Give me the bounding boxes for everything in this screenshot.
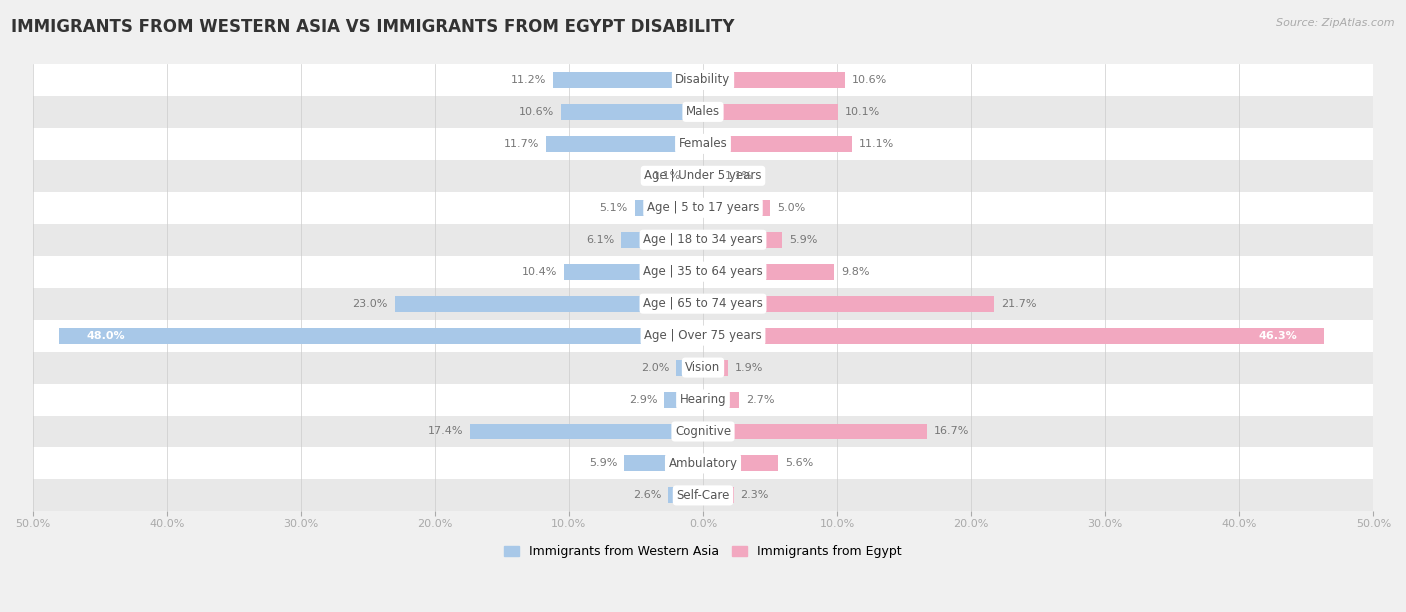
Bar [703,72,845,88]
Text: 9.8%: 9.8% [841,267,869,277]
Bar [703,327,1324,343]
Bar [621,232,703,248]
Bar [546,136,703,152]
Text: 1.1%: 1.1% [654,171,682,181]
Text: Age | Under 5 years: Age | Under 5 years [644,170,762,182]
Bar [59,327,703,343]
Bar [689,168,703,184]
Text: 11.1%: 11.1% [859,139,894,149]
Text: Self-Care: Self-Care [676,489,730,502]
Text: Age | Over 75 years: Age | Over 75 years [644,329,762,342]
Bar [32,192,1374,224]
Bar [668,487,703,504]
Text: 16.7%: 16.7% [934,427,969,436]
Bar [703,296,994,312]
Bar [703,168,717,184]
Text: 48.0%: 48.0% [86,330,125,341]
Bar [32,288,1374,319]
Text: Males: Males [686,105,720,118]
Bar [32,96,1374,128]
Text: Hearing: Hearing [679,393,727,406]
Text: 1.9%: 1.9% [735,362,763,373]
Bar [32,319,1374,351]
Text: Age | 35 to 64 years: Age | 35 to 64 years [643,265,763,278]
Text: 10.6%: 10.6% [852,75,887,85]
Bar [32,479,1374,512]
Bar [564,264,703,280]
Bar [624,455,703,471]
Text: Vision: Vision [685,361,721,374]
Bar [32,416,1374,447]
Text: 23.0%: 23.0% [353,299,388,308]
Text: 2.0%: 2.0% [641,362,669,373]
Text: 6.1%: 6.1% [586,235,614,245]
Text: 5.6%: 5.6% [785,458,813,468]
Bar [32,64,1374,96]
Text: 5.9%: 5.9% [789,235,817,245]
Text: 10.1%: 10.1% [845,107,880,117]
Text: 2.6%: 2.6% [633,490,661,501]
Bar [703,200,770,216]
Bar [703,104,838,120]
Text: 2.9%: 2.9% [628,395,658,405]
Text: 10.6%: 10.6% [519,107,554,117]
Text: Disability: Disability [675,73,731,86]
Text: 10.4%: 10.4% [522,267,557,277]
Bar [634,200,703,216]
Bar [32,351,1374,384]
Bar [32,384,1374,416]
Text: IMMIGRANTS FROM WESTERN ASIA VS IMMIGRANTS FROM EGYPT DISABILITY: IMMIGRANTS FROM WESTERN ASIA VS IMMIGRAN… [11,18,735,36]
Bar [470,424,703,439]
Text: 21.7%: 21.7% [1001,299,1036,308]
Bar [32,128,1374,160]
Text: 2.7%: 2.7% [747,395,775,405]
Bar [32,224,1374,256]
Bar [703,136,852,152]
Bar [703,392,740,408]
Text: 5.1%: 5.1% [600,203,628,213]
Text: Age | 5 to 17 years: Age | 5 to 17 years [647,201,759,214]
Text: 5.9%: 5.9% [589,458,617,468]
Bar [32,256,1374,288]
Text: 46.3%: 46.3% [1258,330,1296,341]
Bar [703,455,778,471]
Bar [703,360,728,376]
Text: 5.0%: 5.0% [776,203,806,213]
Bar [32,447,1374,479]
Text: Cognitive: Cognitive [675,425,731,438]
Bar [664,392,703,408]
Bar [703,487,734,504]
Bar [553,72,703,88]
Bar [703,424,927,439]
Text: Source: ZipAtlas.com: Source: ZipAtlas.com [1277,18,1395,28]
Bar [703,232,782,248]
Text: 17.4%: 17.4% [427,427,463,436]
Text: Ambulatory: Ambulatory [668,457,738,470]
Text: 2.3%: 2.3% [741,490,769,501]
Bar [703,264,834,280]
Legend: Immigrants from Western Asia, Immigrants from Egypt: Immigrants from Western Asia, Immigrants… [499,540,907,563]
Bar [395,296,703,312]
Text: 11.2%: 11.2% [510,75,546,85]
Text: Age | 18 to 34 years: Age | 18 to 34 years [643,233,763,246]
Text: Age | 65 to 74 years: Age | 65 to 74 years [643,297,763,310]
Bar [561,104,703,120]
Bar [32,160,1374,192]
Text: Females: Females [679,137,727,151]
Text: 1.1%: 1.1% [724,171,752,181]
Text: 11.7%: 11.7% [505,139,540,149]
Bar [676,360,703,376]
